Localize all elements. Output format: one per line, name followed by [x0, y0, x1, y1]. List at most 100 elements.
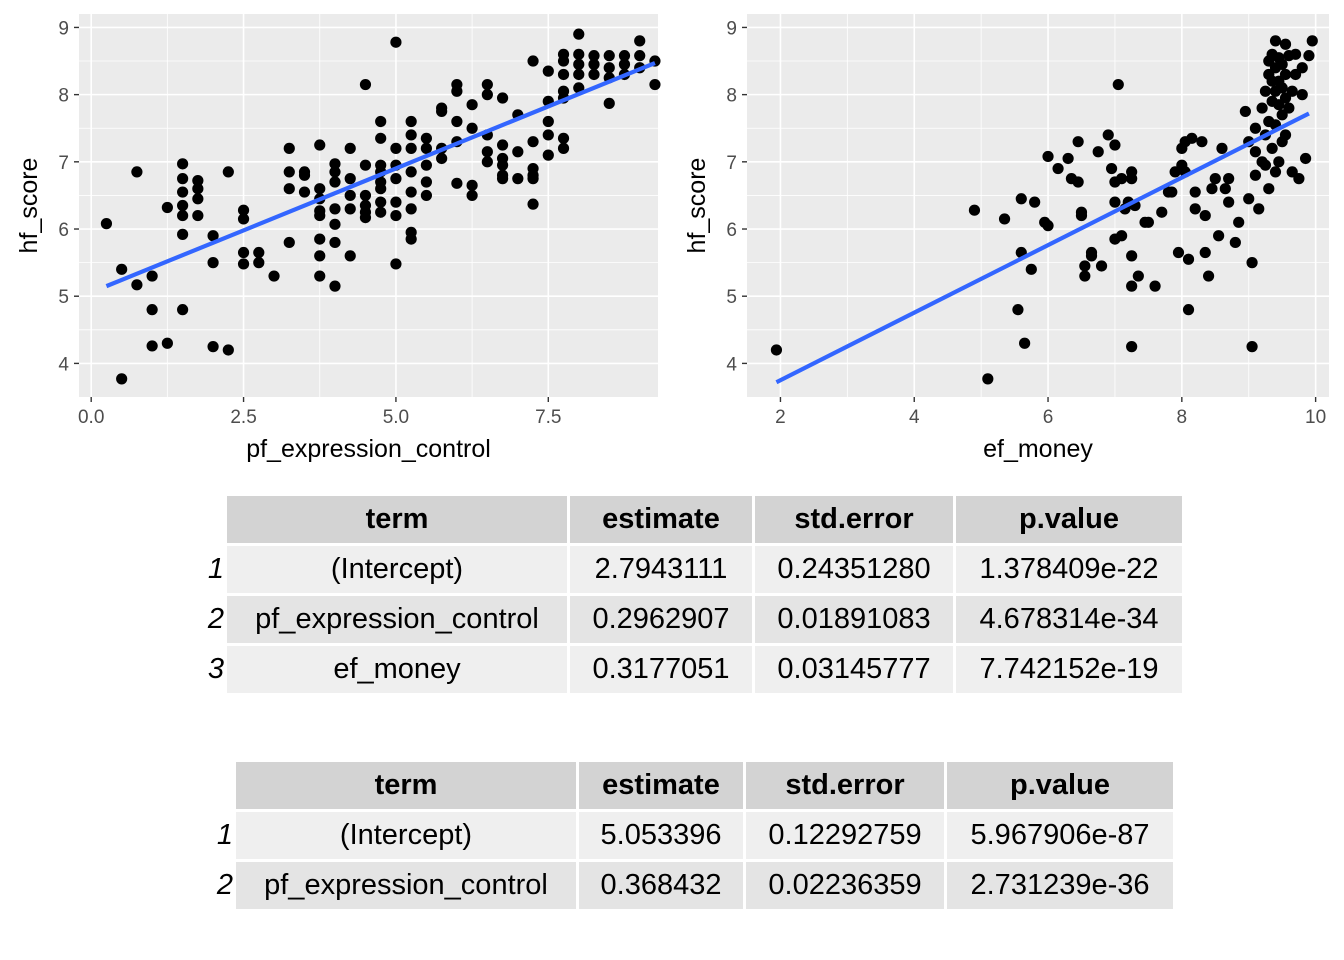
data-point: [1269, 166, 1282, 178]
cell-estimate: 0.2962907: [570, 596, 752, 643]
scatter-panel-2: 2 4 6 8 10 4 5 6 7 8 9 ef_money hf_score: [683, 14, 1329, 463]
data-point: [192, 175, 204, 187]
x-tick-label: 7.5: [535, 407, 561, 428]
data-point: [496, 92, 509, 104]
data-point: [161, 201, 173, 214]
data-point: [298, 186, 311, 198]
data-point: [1256, 102, 1268, 114]
data-point: [1025, 263, 1037, 275]
data-point: [146, 340, 158, 352]
data-point: [1249, 122, 1262, 134]
data-point: [1223, 173, 1235, 185]
data-point: [237, 213, 250, 225]
data-point: [329, 203, 341, 215]
y-tick-label: 4: [726, 354, 737, 375]
data-point: [329, 158, 341, 170]
data-point: [1156, 206, 1168, 218]
data-point: [527, 55, 539, 67]
y-tick-label: 5: [726, 287, 737, 308]
col-header-std-error: std.error: [755, 496, 953, 543]
data-point: [512, 146, 524, 158]
data-point: [451, 85, 463, 97]
data-point: [1269, 35, 1282, 47]
x-tick-label: 6: [1043, 407, 1054, 428]
data-point: [329, 218, 341, 230]
data-point: [1216, 142, 1228, 154]
data-point: [359, 159, 372, 171]
data-point: [192, 193, 204, 205]
data-point: [283, 236, 295, 249]
cell-p-value: 1.378409e-22: [956, 546, 1182, 593]
data-point: [1206, 183, 1218, 195]
data-point: [329, 176, 341, 188]
rowname-header: [196, 496, 224, 543]
col-header-term: term: [227, 496, 567, 543]
data-point: [375, 206, 387, 218]
data-point: [1109, 196, 1121, 208]
data-point: [557, 132, 570, 144]
data-point: [146, 304, 158, 316]
table-row: 2 pf_expression_control 0.2962907 0.0189…: [196, 596, 1182, 643]
data-point: [329, 236, 341, 249]
data-point: [177, 186, 189, 198]
y-tick-label: 6: [58, 220, 69, 241]
scatter-panel-1: 0.0 2.5 5.0 7.5 4 5 6 7 8 9 pf_expression_control h…: [15, 14, 661, 463]
data-point: [481, 156, 493, 168]
data-point: [466, 122, 478, 134]
row-number: 3: [196, 646, 224, 693]
data-point: [1239, 105, 1251, 118]
data-point: [390, 142, 402, 154]
data-point: [1109, 139, 1121, 151]
cell-term: pf_expression_control: [236, 862, 576, 909]
col-header-estimate: estimate: [570, 496, 752, 543]
data-point: [1072, 176, 1084, 188]
regression-line: [775, 111, 1310, 385]
data-point: [314, 209, 326, 222]
data-point: [192, 209, 204, 222]
regression-table-simple: term estimate std.error p.value 1 (Inter…: [202, 759, 1176, 912]
cell-term: (Intercept): [227, 546, 567, 593]
data-point: [177, 199, 189, 212]
data-point: [1132, 270, 1144, 282]
data-point: [1102, 129, 1114, 141]
data-point: [314, 233, 326, 245]
data-point: [1199, 246, 1211, 259]
data-point: [466, 189, 478, 202]
data-point: [1092, 146, 1104, 158]
data-point: [283, 142, 295, 154]
data-point: [268, 270, 280, 282]
data-point: [314, 270, 326, 282]
cell-term: ef_money: [227, 646, 567, 693]
data-point: [1279, 38, 1292, 50]
data-point: [390, 196, 402, 208]
cell-estimate: 0.368432: [579, 862, 743, 909]
data-point: [375, 183, 387, 195]
cell-std-error: 0.01891083: [755, 596, 953, 643]
data-point: [1126, 280, 1138, 292]
y-tick-label: 9: [58, 18, 69, 39]
data-point: [1209, 173, 1221, 185]
charts-canvas: 0.0 2.5 5.0 7.5 4 5 6 7 8 9 pf_expression_control h…: [15, 14, 1329, 463]
y-tick-label: 9: [726, 18, 737, 39]
cell-p-value: 2.731239e-36: [947, 862, 1173, 909]
data-point: [496, 173, 509, 185]
data-point: [1246, 257, 1258, 269]
data-point: [542, 65, 554, 77]
data-point: [466, 179, 478, 191]
data-point: [390, 209, 402, 222]
data-point: [1149, 280, 1161, 292]
data-point: [1062, 152, 1074, 165]
data-point: [998, 213, 1011, 225]
data-point: [1196, 136, 1208, 148]
data-point: [1233, 216, 1245, 228]
data-point: [405, 142, 417, 154]
data-point: [573, 68, 585, 81]
cell-estimate: 2.7943111: [570, 546, 752, 593]
cell-term: (Intercept): [236, 812, 576, 859]
data-point: [451, 177, 463, 189]
y-axis-title: hf_score: [683, 158, 711, 254]
data-point: [237, 246, 250, 259]
data-point: [1293, 173, 1305, 185]
data-point: [436, 105, 448, 118]
cell-std-error: 0.03145777: [755, 646, 953, 693]
